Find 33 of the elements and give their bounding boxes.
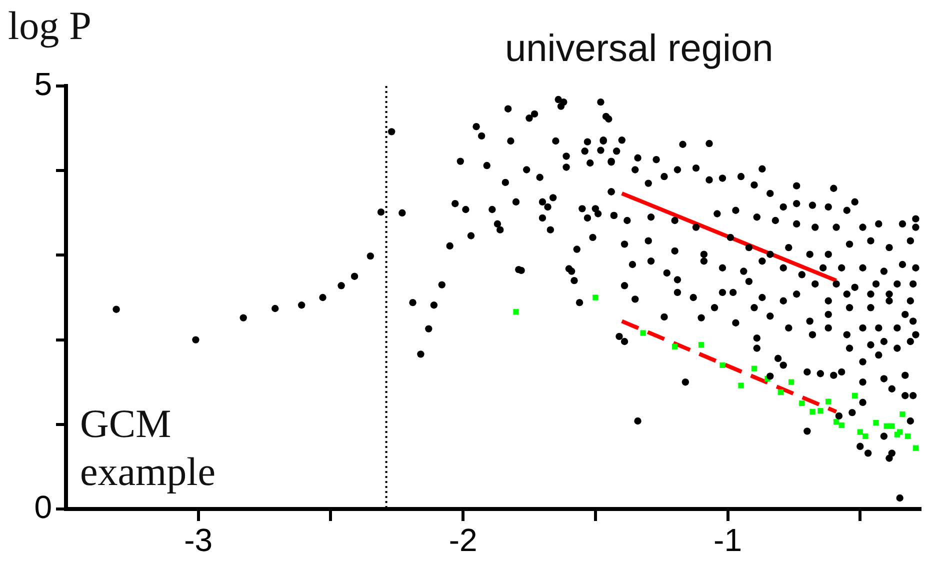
y-tick-label: 5 — [34, 66, 52, 102]
point — [912, 445, 919, 451]
point — [857, 429, 863, 435]
x-tick-label: -1 — [714, 522, 742, 558]
point — [513, 309, 519, 315]
text: universal region — [505, 28, 774, 71]
point — [788, 379, 794, 385]
point — [698, 342, 704, 348]
annotation: GCM example — [80, 400, 216, 496]
point — [592, 294, 598, 300]
x-tick-label: -3 — [184, 522, 213, 558]
y-axis-title: log P — [8, 2, 92, 49]
point — [889, 423, 895, 429]
point — [640, 330, 646, 336]
y-tick-label: 0 — [34, 488, 52, 525]
point — [672, 344, 678, 350]
point — [900, 411, 906, 418]
point — [896, 429, 903, 435]
point — [751, 366, 758, 372]
point — [778, 389, 784, 396]
point — [852, 392, 858, 398]
point — [838, 422, 844, 428]
point — [810, 408, 816, 415]
point — [833, 419, 840, 425]
point — [873, 420, 879, 426]
point — [720, 362, 726, 368]
point — [799, 400, 805, 406]
x-tick-label: -2 — [448, 522, 478, 558]
point — [818, 408, 824, 414]
point — [738, 382, 744, 388]
point — [862, 433, 868, 440]
point — [826, 398, 832, 404]
point — [904, 433, 911, 440]
